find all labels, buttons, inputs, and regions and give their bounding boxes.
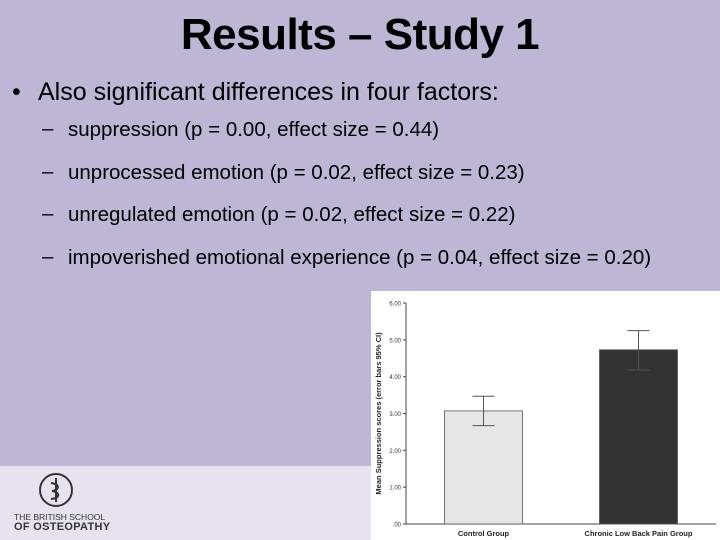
bar	[444, 410, 523, 525]
y-axis-label-group: Mean Suppression scores (error bars 95% …	[374, 332, 383, 495]
bullet-dot: •	[12, 78, 21, 106]
sub-bullet-dash: –	[42, 202, 54, 226]
y-tick-label: 1.00	[389, 486, 401, 492]
x-category-label: Control Group	[458, 529, 510, 538]
y-tick-label: 5.00	[389, 338, 401, 344]
y-tick-label: .00	[393, 523, 402, 529]
y-tick-label: 6.00	[389, 302, 401, 308]
x-category-label: Chronic Low Back Pain Group	[585, 529, 693, 538]
main-bullet-text: Also significant differences in four fac…	[38, 78, 499, 106]
logo-line-2: OF OSTEOPATHY	[14, 521, 111, 533]
sub-bullet: – impoverished emotional experience (p =…	[12, 245, 702, 272]
logo-line-1: THE BRITISH SCHOOL	[14, 512, 106, 522]
sub-bullet: – unprocessed emotion (p = 0.02, effect …	[12, 160, 702, 187]
sub-bullet-text: impoverished emotional experience (p = 0…	[68, 245, 652, 269]
sub-bullet-dash: –	[42, 159, 54, 183]
sub-bullet-text: suppression (p = 0.00, effect size = 0.4…	[68, 118, 440, 141]
sub-bullet-text: unprocessed emotion (p = 0.02, effect si…	[68, 160, 525, 184]
bar	[599, 349, 678, 525]
logo-text: THE BRITISH SCHOOL OF OSTEOPATHY	[14, 512, 134, 533]
sub-bullet-dash: –	[42, 117, 54, 140]
y-axis-label: Mean Suppression scores (error bars 95% …	[374, 332, 383, 495]
sub-bullet-dash: –	[42, 244, 54, 268]
y-tick-label: 2.00	[389, 449, 401, 455]
slide-title: Results – Study 1	[180, 10, 540, 59]
y-tick-label: 3.00	[389, 412, 401, 418]
y-tick-label: 4.00	[389, 375, 401, 381]
sub-bullet: – suppression (p = 0.00, effect size = 0…	[12, 117, 702, 144]
chart-svg: Mean Suppression scores (error bars 95% …	[374, 302, 716, 538]
school-logo: THE BRITISH SCHOOL OF OSTEOPATHY	[14, 470, 134, 536]
osteopathy-emblem-icon	[39, 473, 73, 507]
main-bullet: • Also significant differences in four f…	[12, 78, 702, 107]
sub-bullet-list: – suppression (p = 0.00, effect size = 0…	[12, 117, 702, 272]
sub-bullet-text: unregulated emotion (p = 0.02, effect si…	[68, 203, 516, 227]
sub-bullet: – unregulated emotion (p = 0.02, effect …	[12, 202, 702, 229]
bar-chart: Mean Suppression scores (error bars 95% …	[371, 291, 720, 540]
bullet-list: • Also significant differences in four f…	[12, 78, 702, 288]
